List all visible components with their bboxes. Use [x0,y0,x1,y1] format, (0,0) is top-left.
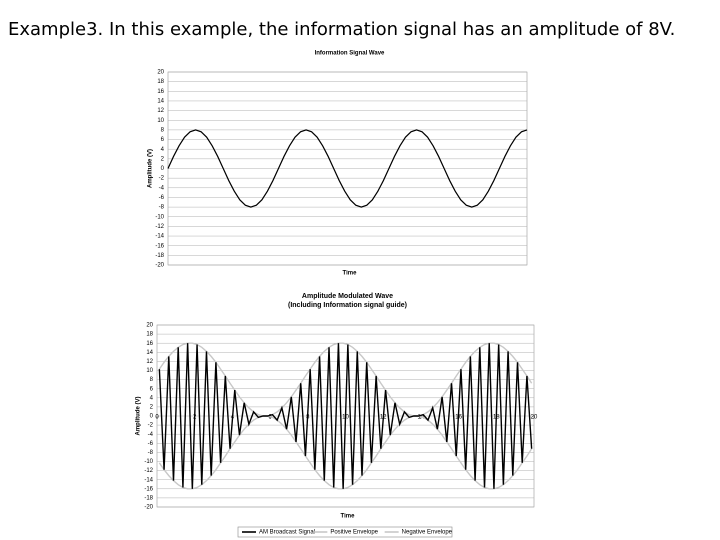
x-tick-label: 6 [268,415,272,421]
x-tick-label: 20 [531,415,538,421]
y-axis-label: Amplitude (V) [148,149,154,188]
x-tick-label: 14 [418,415,425,421]
y-tick-label: 16 [146,341,153,347]
y-tick-label: 14 [157,99,164,105]
y-tick-label: 4 [150,395,154,401]
slide-title: Example3. In this example, the informati… [8,19,675,40]
y-tick-label: 8 [150,377,154,383]
y-tick-label: -20 [155,263,164,269]
y-tick-label: 18 [157,79,164,85]
y-tick-label: -2 [148,423,154,429]
y-tick-label: 10 [146,368,153,374]
y-tick-label: -14 [144,477,153,483]
chart-title: Amplitude Modulated Wave [302,293,393,300]
y-tick-label: 0 [150,414,154,420]
y-tick-label: -8 [148,450,154,456]
legend-label: Positive Envelope [330,530,378,536]
series-line [158,415,533,490]
series-line [167,129,528,208]
y-tick-label: -10 [155,214,164,220]
y-tick-label: -6 [148,441,154,447]
y-tick-label: -4 [159,185,165,191]
y-tick-label: 0 [161,166,165,172]
x-tick-label: 0 [155,415,159,421]
y-tick-label: -14 [155,234,164,240]
y-tick-label: 10 [157,118,164,124]
series-line [158,343,533,489]
chart-title: Information Signal Wave [315,51,385,57]
y-tick-label: 6 [161,137,165,143]
y-tick-label: -8 [159,205,165,211]
y-tick-label: -18 [155,253,164,259]
y-tick-label: -10 [144,459,153,465]
y-tick-label: -20 [144,505,153,511]
chart-subtitle: (Including Information signal guide) [288,302,407,309]
legend-box [237,526,453,538]
y-tick-label: 16 [157,89,164,95]
series-line [158,342,533,417]
y-tick-label: 20 [146,323,153,329]
y-tick-label: 20 [157,70,164,76]
y-tick-label: 12 [146,359,153,365]
y-tick-label: 2 [161,156,165,162]
y-tick-label: -12 [155,224,164,230]
y-tick-label: -4 [148,432,154,438]
y-axis-label: Amplitude (V) [136,397,142,436]
y-tick-label: 2 [150,404,154,410]
legend-label: AM Broadcast Signal [259,530,315,536]
y-tick-label: 18 [146,332,153,338]
y-tick-label: 4 [161,147,165,153]
y-tick-label: -18 [144,495,153,501]
x-axis-label: Time [341,514,356,520]
y-tick-label: 12 [157,108,164,114]
y-tick-label: 6 [150,386,154,392]
y-tick-label: 8 [161,127,165,133]
legend-label: Negative Envelope [402,530,453,536]
y-tick-label: -2 [159,176,165,182]
y-tick-label: 14 [146,350,153,356]
y-tick-label: -16 [155,243,164,249]
x-axis-label: Time [343,271,358,277]
y-tick-label: -12 [144,468,153,474]
y-tick-label: -16 [144,486,153,492]
y-tick-label: -6 [159,195,165,201]
